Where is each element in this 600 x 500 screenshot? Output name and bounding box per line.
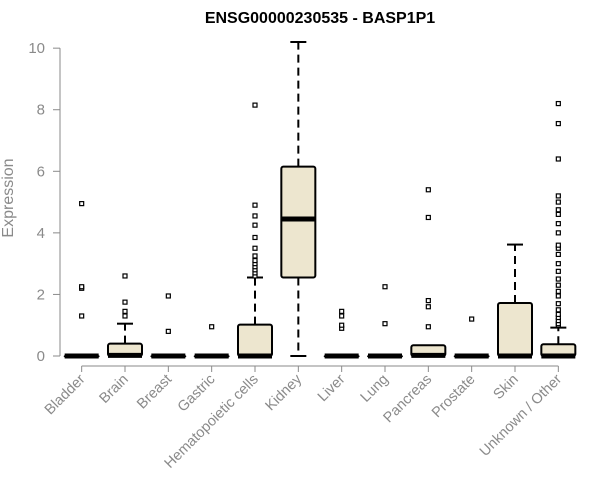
box-bladder: [63, 201, 100, 359]
box-brain: [107, 273, 143, 358]
box-skin: [497, 243, 533, 359]
boxes-group: [63, 41, 577, 359]
box-breast: [150, 293, 187, 359]
outlier-unknown-other-10: [555, 276, 561, 282]
outlier-unknown-other-8: [555, 288, 561, 294]
outlier-lung-1: [382, 284, 388, 290]
outlier-unknown-other-19: [555, 207, 561, 213]
x-tick-label-pancreas: Pancreas: [381, 372, 436, 427]
y-axis-label: Expression: [0, 158, 17, 237]
outlier-pancreas-2: [425, 297, 431, 304]
outlier-unknown-other-16: [555, 230, 561, 236]
x-tick-label-liver: Liver: [315, 371, 349, 405]
outlier-bladder-0: [79, 313, 85, 319]
outlier-hematopoietic-cells-5: [252, 257, 258, 264]
outlier-gastric-0: [209, 324, 215, 330]
outlier-hematopoietic-cells-8: [252, 234, 258, 241]
outlier-pancreas-1: [425, 304, 431, 310]
chart-title: ENSG00000230535 - BASP1P1: [205, 10, 435, 27]
box-unknown-other: [540, 100, 577, 359]
outlier-unknown-other-24: [555, 100, 561, 107]
outlier-hematopoietic-cells-11: [252, 202, 258, 208]
outlier-hematopoietic-cells-12: [252, 102, 258, 108]
outlier-pancreas-0: [425, 324, 431, 330]
outlier-hematopoietic-cells-7: [252, 245, 258, 251]
outlier-unknown-other-11: [555, 268, 561, 274]
outlier-unknown-other-23: [555, 120, 561, 127]
y-tick-label-8: 8: [37, 102, 45, 119]
y-tick-label-10: 10: [28, 40, 45, 57]
outlier-unknown-other-9: [555, 282, 561, 288]
box-hematopoietic-cells: [237, 102, 273, 359]
outlier-hematopoietic-cells-10: [252, 213, 258, 219]
outlier-liver-1: [339, 322, 345, 328]
outlier-unknown-other-13: [555, 251, 561, 258]
x-tick-label-breast: Breast: [134, 372, 175, 413]
outlier-brain-2: [122, 299, 128, 305]
box-rect-skin: [497, 302, 533, 358]
outlier-brain-1: [122, 308, 128, 314]
outlier-unknown-other-21: [555, 193, 561, 199]
outlier-pancreas-4: [425, 187, 431, 193]
box-lung: [367, 284, 403, 359]
box-liver: [323, 308, 360, 359]
box-gastric: [193, 324, 230, 359]
outlier-unknown-other-4: [555, 311, 561, 318]
box-rect-kidney: [280, 165, 317, 279]
y-tick-label-2: 2: [37, 286, 45, 303]
outlier-liver-3: [339, 308, 345, 314]
outlier-liver-2: [339, 313, 345, 319]
outlier-brain-0: [122, 313, 128, 319]
outlier-unknown-other-12: [555, 261, 561, 267]
outlier-brain-3: [122, 273, 128, 279]
outlier-unknown-other-7: [555, 293, 561, 299]
outlier-breast-0: [165, 328, 171, 334]
box-rect-hematopoietic-cells: [237, 323, 273, 358]
box-pancreas: [410, 187, 447, 358]
x-tick-label-lung: Lung: [358, 372, 392, 406]
outlier-unknown-other-17: [555, 221, 561, 227]
x-tick-label-bladder: Bladder: [42, 371, 89, 418]
y-tick-label-0: 0: [37, 348, 45, 365]
outlier-unknown-other-18: [555, 211, 561, 217]
y-tick-label-6: 6: [37, 163, 45, 180]
outlier-unknown-other-22: [555, 156, 561, 162]
x-tick-label-brain: Brain: [97, 372, 132, 407]
x-tick-label-skin: Skin: [491, 372, 522, 403]
outlier-lung-0: [382, 321, 388, 327]
outlier-unknown-other-5: [555, 307, 561, 313]
outlier-pancreas-3: [425, 214, 431, 221]
outlier-bladder-2: [79, 284, 85, 290]
outlier-unknown-other-6: [555, 301, 561, 307]
box-kidney: [280, 41, 317, 357]
outlier-unknown-other-15: [555, 242, 561, 248]
outlier-prostate-0: [469, 316, 475, 322]
outlier-unknown-other-20: [555, 199, 561, 205]
outlier-hematopoietic-cells-6: [252, 253, 258, 259]
box-prostate: [453, 316, 490, 359]
x-tick-label-prostate: Prostate: [429, 372, 478, 421]
outlier-bladder-3: [79, 201, 85, 207]
y-axis: 0 2 4 6 8 10: [28, 40, 61, 365]
x-tick-label-kidney: Kidney: [262, 371, 305, 414]
x-tick-label-unknown-other: Unknown / Other: [477, 371, 565, 459]
outlier-hematopoietic-cells-9: [252, 222, 258, 228]
outlier-breast-1: [165, 293, 171, 299]
y-tick-label-4: 4: [37, 225, 45, 242]
